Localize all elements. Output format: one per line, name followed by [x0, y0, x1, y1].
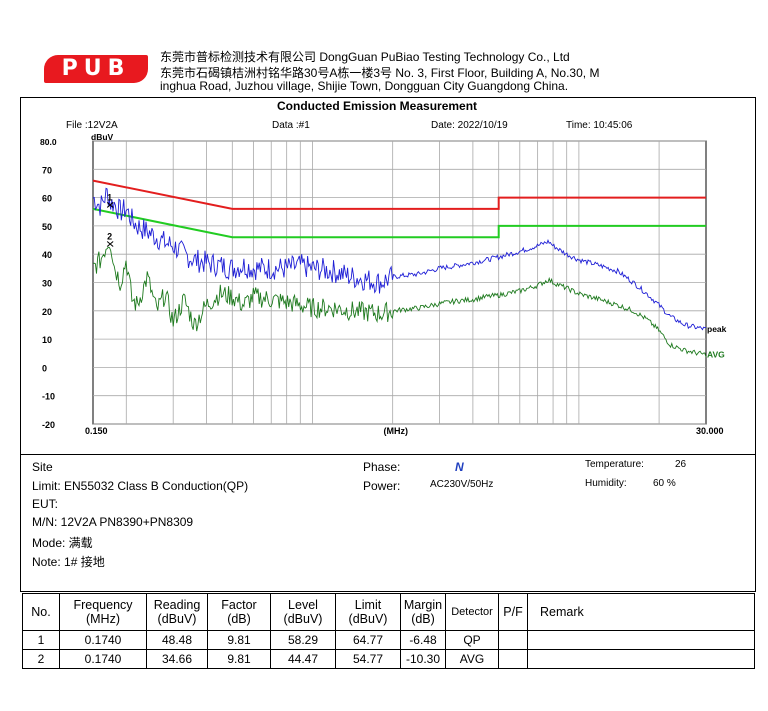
- y-tick-label: -10: [42, 392, 55, 402]
- model-label: M/N: 12V2A PN8390+PN8309: [32, 515, 194, 529]
- humidity-label: Humidity:: [585, 478, 627, 489]
- cell-no: 2: [22, 649, 60, 669]
- cell-frequency: 0.1740: [59, 630, 147, 650]
- y-tick-label: 40: [42, 250, 52, 260]
- cell-remark: [527, 649, 755, 669]
- header-level: Level (dBuV): [270, 593, 336, 631]
- cell-margin: -6.48: [400, 630, 446, 650]
- avg-trace: [92, 246, 707, 358]
- mode-label: Mode: 满载: [32, 536, 93, 550]
- x-tick-label: 0.150: [85, 426, 108, 436]
- avg-trace-label: AVG: [707, 350, 725, 360]
- header-no: No.: [22, 593, 60, 631]
- header-pf: P/F: [498, 593, 528, 631]
- table-row: 1 0.1740 48.48 9.81 58.29 64.77 -6.48 QP: [22, 630, 755, 650]
- phase-value: N: [455, 460, 464, 474]
- marker-point: [106, 202, 114, 208]
- header-frequency: Frequency (MHz): [59, 593, 147, 631]
- company-address-line: 东莞市石碣镇桔洲村铭华路30号A栋一楼3号 No. 3, First Floor…: [160, 66, 600, 80]
- chart-title: Conducted Emission Measurement: [277, 99, 478, 113]
- header-detector: Detector: [445, 593, 499, 631]
- y-tick-label: 0: [42, 363, 47, 373]
- header-margin: Margin (dB): [400, 593, 446, 631]
- phase-label: Phase:: [363, 460, 401, 474]
- avg-limit-line: [92, 207, 706, 239]
- cell-margin: -10.30: [400, 649, 446, 669]
- y-tick-label: 50: [42, 222, 52, 232]
- chart-info-divider: [20, 454, 756, 455]
- emission-chart: 80.0 70 60 50 40 30 20 10 0 -10 -20 dBuV 0.150 (MHz) 3…: [40, 132, 727, 436]
- y-tick-label: 10: [42, 335, 52, 345]
- date-label: Date: 2022/10/19: [431, 120, 508, 131]
- y-tick-label: 20: [42, 307, 52, 317]
- logo-text: PUB: [61, 56, 131, 81]
- cell-reading: 34.66: [146, 649, 208, 669]
- eut-label: EUT:: [32, 497, 59, 511]
- header-reading: Reading (dBuV): [146, 593, 208, 631]
- humidity-value: 60 %: [653, 478, 676, 489]
- y-tick-label: 60: [42, 194, 52, 204]
- table-header-row: No. Frequency (MHz) Reading (dBuV) Facto…: [22, 593, 755, 631]
- cell-level: 58.29: [270, 630, 336, 650]
- cell-level: 44.47: [270, 649, 336, 669]
- x-axis-label: (MHz): [384, 426, 409, 436]
- y-tick-label: 80.0: [40, 137, 57, 147]
- company-address-line-2: inghua Road, Juzhou village, Shijie Town…: [160, 79, 569, 93]
- y-tick-label: -20: [42, 420, 55, 430]
- data-label: Data :#1: [272, 120, 310, 131]
- cell-limit: 54.77: [335, 649, 401, 669]
- header-remark: Remark: [527, 593, 755, 631]
- site-label: Site: [32, 460, 53, 474]
- marker-point: [106, 241, 114, 247]
- report-frame: [20, 97, 756, 592]
- time-label: Time: 10:45:06: [566, 120, 633, 131]
- y-tick-label: 30: [42, 279, 52, 289]
- marker-label: 1: [107, 192, 112, 202]
- cell-factor: 9.81: [207, 649, 271, 669]
- company-name-line: 东莞市普标检测技术有限公司 DongGuan PuBiao Testing Te…: [160, 50, 570, 64]
- company-logo: PUB: [44, 55, 148, 83]
- qp-limit-line: [92, 179, 706, 210]
- results-table: No. Frequency (MHz) Reading (dBuV) Facto…: [22, 593, 755, 669]
- limit-label: Limit: EN55032 Class B Conduction(QP): [32, 479, 249, 493]
- cell-detector: QP: [445, 630, 499, 650]
- cell-factor: 9.81: [207, 630, 271, 650]
- cell-reading: 48.48: [146, 630, 208, 650]
- note-label: Note: 1# 接地: [32, 555, 105, 569]
- power-label: Power:: [363, 479, 401, 493]
- peak-trace-label: peak: [707, 324, 727, 334]
- power-value: AC230V/50Hz: [430, 479, 494, 490]
- cell-pf: [498, 649, 528, 669]
- y-axis-label: dBuV: [91, 132, 114, 142]
- cell-frequency: 0.1740: [59, 649, 147, 669]
- y-tick-label: 70: [42, 165, 52, 175]
- header-factor: Factor (dB): [207, 593, 271, 631]
- x-tick-label: 30.000: [696, 426, 724, 436]
- header-limit: Limit (dBuV): [335, 593, 401, 631]
- table-row: 2 0.1740 34.66 9.81 44.47 54.77 -10.30 A…: [22, 649, 755, 669]
- cell-limit: 64.77: [335, 630, 401, 650]
- temperature-label: Temperature:: [585, 459, 644, 470]
- file-label: File :12V2A: [66, 120, 118, 131]
- marker-label: 2: [107, 232, 112, 242]
- cell-no: 1: [22, 630, 60, 650]
- cell-remark: [527, 630, 755, 650]
- temperature-value: 26: [675, 459, 687, 470]
- cell-detector: AVG: [445, 649, 499, 669]
- peak-trace: [92, 187, 707, 331]
- cell-pf: [498, 630, 528, 650]
